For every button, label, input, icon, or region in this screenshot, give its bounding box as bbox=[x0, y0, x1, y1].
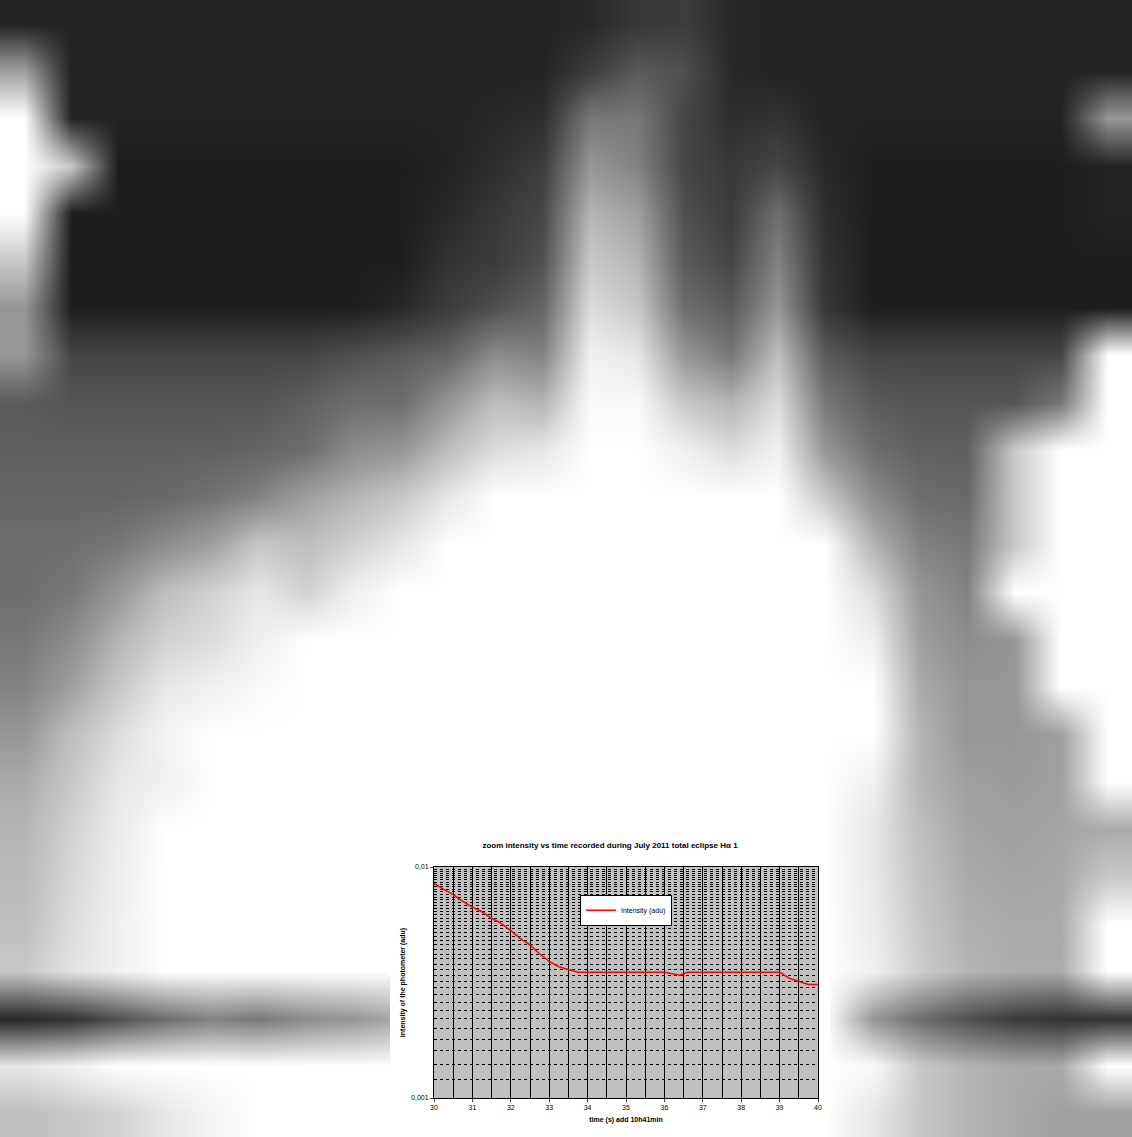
svg-text:40: 40 bbox=[814, 1104, 822, 1111]
svg-text:31: 31 bbox=[469, 1104, 477, 1111]
svg-text:time (s) add 10h41min: time (s) add 10h41min bbox=[589, 1116, 663, 1124]
svg-text:35: 35 bbox=[622, 1104, 630, 1111]
svg-text:39: 39 bbox=[776, 1104, 784, 1111]
svg-text:intensity of the photometer (a: intensity of the photometer (adu) bbox=[399, 928, 407, 1037]
svg-text:36: 36 bbox=[661, 1104, 669, 1111]
svg-text:38: 38 bbox=[737, 1104, 745, 1111]
svg-text:Intensity (adu): Intensity (adu) bbox=[621, 907, 665, 915]
svg-text:0,001: 0,001 bbox=[411, 1094, 429, 1101]
svg-text:32: 32 bbox=[507, 1104, 515, 1111]
svg-text:34: 34 bbox=[584, 1104, 592, 1111]
svg-text:37: 37 bbox=[699, 1104, 707, 1111]
svg-text:0,01: 0,01 bbox=[415, 863, 429, 870]
svg-text:30: 30 bbox=[430, 1104, 438, 1111]
svg-text:zoom intensity vs time recorde: zoom intensity vs time recorded during J… bbox=[482, 841, 738, 850]
svg-text:33: 33 bbox=[545, 1104, 553, 1111]
